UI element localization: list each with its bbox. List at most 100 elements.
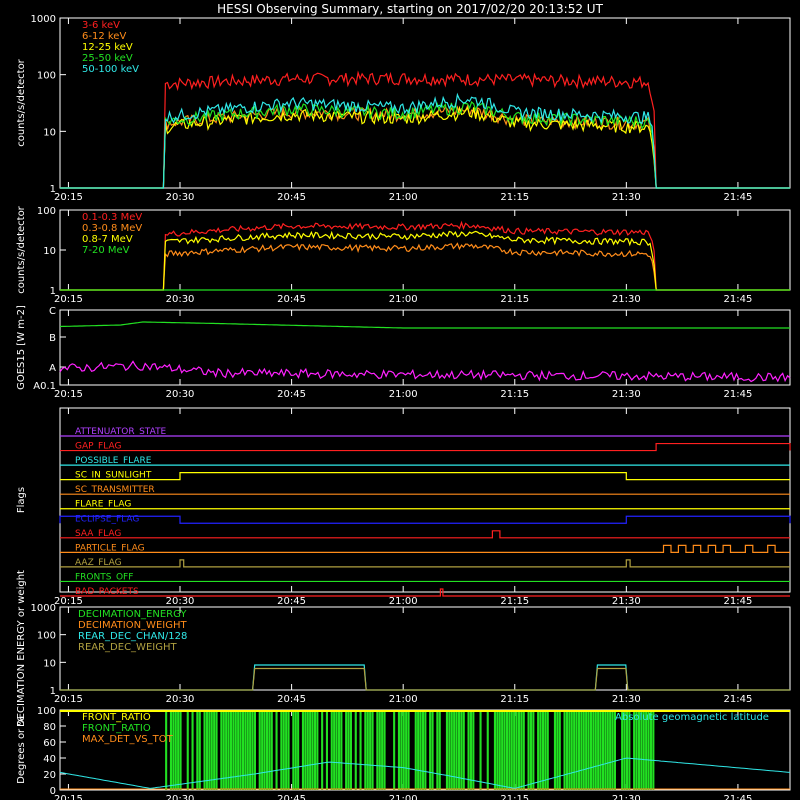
front-ratio-bar xyxy=(241,710,244,790)
front-ratio-bar xyxy=(337,710,340,790)
front-ratio-bar xyxy=(220,710,223,790)
front-ratio-bar xyxy=(493,710,496,790)
front-ratio-bar xyxy=(251,710,254,790)
front-ratio-bar xyxy=(196,710,199,790)
front-ratio-bar xyxy=(345,710,348,790)
y-tick-label: 1 xyxy=(50,184,56,195)
front-ratio-bar xyxy=(285,710,288,790)
front-ratio-bar xyxy=(376,710,379,790)
panel-frame xyxy=(59,17,791,189)
front-ratio-bar xyxy=(633,710,636,790)
front-ratio-bar xyxy=(544,710,547,790)
front-ratio-bar xyxy=(609,710,612,790)
front-ratio-bar xyxy=(213,710,216,790)
x-tick-label: 20:30 xyxy=(166,794,195,800)
x-tick-label: 21:45 xyxy=(724,294,753,305)
series-line xyxy=(60,230,790,291)
front-ratio-bar xyxy=(563,710,566,790)
front-ratio-bar xyxy=(527,710,530,790)
front-ratio-bar xyxy=(282,710,285,790)
front-ratio-bar xyxy=(417,710,420,790)
front-ratio-bar xyxy=(268,710,271,790)
front-ratio-bar xyxy=(606,710,609,790)
legend-entry: 6-12 keV xyxy=(82,31,126,42)
x-tick-label: 21:15 xyxy=(500,596,529,607)
front-ratio-bar xyxy=(179,710,182,790)
front-ratio-bar xyxy=(424,710,427,790)
y-tick-label: 100 xyxy=(37,206,56,217)
front-ratio-bar xyxy=(366,710,369,790)
front-ratio-bar xyxy=(635,710,638,790)
series-line xyxy=(60,664,790,691)
front-ratio-bar xyxy=(565,710,568,790)
front-ratio-bar xyxy=(169,710,172,790)
flag-label: SC_IN_SUNLIGHT xyxy=(75,471,152,481)
panel-3: 20:15 20:30 20:45 21:00 21:15 21:30 21:45 GOES1… xyxy=(16,305,791,400)
x-tick-label: 20:30 xyxy=(166,596,195,607)
front-ratio-bar xyxy=(333,710,336,790)
front-ratio-bar xyxy=(414,710,417,790)
x-tick-label: 21:00 xyxy=(389,596,418,607)
front-ratio-bar xyxy=(462,710,465,790)
series-line xyxy=(59,321,790,329)
x-tick-label: 21:15 xyxy=(500,794,529,800)
front-ratio-bar xyxy=(513,710,516,790)
front-ratio-bar xyxy=(517,710,520,790)
front-ratio-bar xyxy=(371,710,374,790)
front-ratio-bar xyxy=(335,710,338,790)
front-ratio-bar xyxy=(582,710,585,790)
front-ratio-bar xyxy=(316,710,319,790)
front-ratio-bar xyxy=(309,710,312,790)
x-tick-label: 20:15 xyxy=(54,596,83,607)
front-ratio-bar xyxy=(457,710,460,790)
front-ratio-bar xyxy=(628,710,631,790)
x-tick-label: 21:30 xyxy=(612,192,641,203)
front-ratio-bar xyxy=(349,710,352,790)
x-tick-label: 21:30 xyxy=(612,794,641,800)
front-ratio-bar xyxy=(589,710,592,790)
y-tick-label: 10 xyxy=(43,658,56,669)
front-ratio-bar xyxy=(625,710,628,790)
front-ratio-bar xyxy=(601,710,604,790)
front-ratio-bar xyxy=(287,710,290,790)
flag-label: GAP_FLAG xyxy=(75,442,121,452)
flag-label: AAZ_FLAG xyxy=(75,558,122,568)
front-ratio-bar xyxy=(429,710,432,790)
x-tick-label: 20:45 xyxy=(277,694,306,705)
front-ratio-bar xyxy=(275,710,278,790)
front-ratio-bar xyxy=(198,710,201,790)
x-tick-label: 21:00 xyxy=(389,694,418,705)
front-ratio-bar xyxy=(325,710,328,790)
front-ratio-bar xyxy=(397,710,400,790)
flag-line xyxy=(59,515,791,524)
x-tick-label: 21:15 xyxy=(500,192,529,203)
panel-1: 20:15 20:30 20:45 21:00 21:15 21:30 21:45 count… xyxy=(16,14,791,203)
x-tick-label: 21:30 xyxy=(612,596,641,607)
x-tick-label: 21:00 xyxy=(389,794,418,800)
legend-entry: 0.8-7 MeV xyxy=(82,234,133,245)
front-ratio-bar xyxy=(297,710,300,790)
flag-label: PARTICLE_FLAG xyxy=(75,543,145,553)
front-ratio-bar xyxy=(244,710,247,790)
front-ratio-bar xyxy=(455,710,458,790)
front-ratio-bar xyxy=(234,710,237,790)
panel-2: 20:15 20:30 20:45 21:00 21:15 21:30 21:45 count… xyxy=(16,205,791,305)
panel-6: 20:15 20:30 20:45 21:00 21:15 21:30 21:45 Degre… xyxy=(16,706,791,800)
x-tick-label: 21:15 xyxy=(500,694,529,705)
legend-entry: 7-20 MeV xyxy=(82,245,130,256)
y-axis-label: Degrees or % xyxy=(16,716,27,784)
front-ratio-bar xyxy=(537,710,540,790)
front-ratio-bar xyxy=(472,710,475,790)
front-ratio-bar xyxy=(172,710,175,790)
front-ratio-bar xyxy=(532,710,535,790)
front-ratio-bar xyxy=(294,710,297,790)
x-tick-label: 20:45 xyxy=(277,389,306,400)
front-ratio-bar xyxy=(292,710,295,790)
front-ratio-bar xyxy=(280,710,283,790)
legend-entry: REAR_DEC_CHAN/128 xyxy=(78,631,187,642)
y-tick-label: 1 xyxy=(50,286,56,297)
x-tick-label: 20:15 xyxy=(54,192,83,203)
front-ratio-bar xyxy=(637,710,640,790)
front-ratio-bar xyxy=(510,710,513,790)
front-ratio-bar xyxy=(301,710,304,790)
